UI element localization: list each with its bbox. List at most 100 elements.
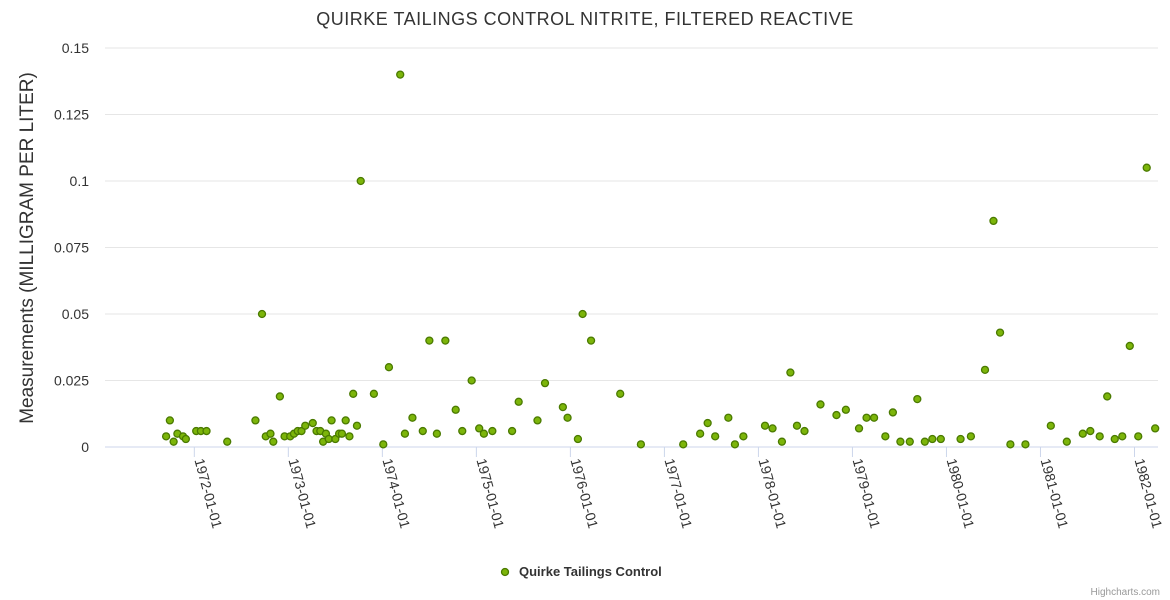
data-point[interactable] xyxy=(786,368,795,377)
data-point[interactable] xyxy=(854,424,864,433)
data-point[interactable] xyxy=(345,432,354,441)
data-point[interactable] xyxy=(301,421,310,430)
data-point[interactable] xyxy=(269,437,278,446)
data-point[interactable] xyxy=(616,389,625,398)
data-point[interactable] xyxy=(1021,440,1030,449)
data-point[interactable] xyxy=(488,426,497,436)
data-point[interactable] xyxy=(711,432,720,441)
data-point[interactable] xyxy=(703,418,712,428)
data-point[interactable] xyxy=(341,416,350,425)
legend-label[interactable]: Quirke Tailings Control xyxy=(519,564,662,579)
data-point[interactable] xyxy=(1078,429,1087,438)
data-point[interactable] xyxy=(1134,432,1143,441)
data-point[interactable] xyxy=(800,426,809,436)
data-point[interactable] xyxy=(507,426,517,436)
data-point[interactable] xyxy=(451,405,460,414)
data-point[interactable] xyxy=(695,429,705,438)
data-point[interactable] xyxy=(266,429,275,438)
data-point[interactable] xyxy=(956,434,965,444)
data-point[interactable] xyxy=(169,437,178,446)
data-point[interactable] xyxy=(730,440,740,449)
data-point[interactable] xyxy=(418,426,427,436)
data-point[interactable] xyxy=(679,440,688,449)
data-point[interactable] xyxy=(995,328,1005,337)
data-point[interactable] xyxy=(1118,432,1127,441)
x-tick-label: 1976-01-01 xyxy=(567,457,601,531)
data-point[interactable] xyxy=(1062,437,1071,446)
data-point[interactable] xyxy=(425,336,434,345)
data-point[interactable] xyxy=(768,424,777,433)
data-point[interactable] xyxy=(586,336,596,345)
data-point[interactable] xyxy=(356,176,365,186)
data-point[interactable] xyxy=(337,429,347,438)
credits-link[interactable]: Highcharts.com xyxy=(1091,587,1160,598)
data-point[interactable] xyxy=(275,392,285,401)
data-point[interactable] xyxy=(479,429,489,438)
data-point[interactable] xyxy=(1125,341,1134,351)
data-point[interactable] xyxy=(223,437,232,446)
data-point[interactable] xyxy=(816,400,825,409)
data-point[interactable] xyxy=(202,426,211,436)
data-point[interactable] xyxy=(777,437,787,446)
data-point[interactable] xyxy=(888,408,898,417)
data-point[interactable] xyxy=(913,394,922,404)
data-point[interactable] xyxy=(980,365,990,375)
data-point[interactable] xyxy=(841,405,851,414)
data-point[interactable] xyxy=(1046,421,1055,430)
data-point[interactable] xyxy=(352,421,362,430)
data-point[interactable] xyxy=(251,416,260,425)
data-point[interactable] xyxy=(327,416,336,425)
data-point[interactable] xyxy=(989,216,998,226)
data-point[interactable] xyxy=(467,376,476,385)
data-point[interactable] xyxy=(400,429,410,438)
data-point[interactable] xyxy=(724,413,733,422)
data-point[interactable] xyxy=(928,434,937,444)
data-point[interactable] xyxy=(540,379,550,388)
legend[interactable]: Quirke Tailings Control xyxy=(500,564,662,579)
data-point[interactable] xyxy=(349,389,358,398)
data-point[interactable] xyxy=(1006,440,1015,449)
data-point[interactable] xyxy=(558,402,568,412)
data-point[interactable] xyxy=(257,309,267,319)
data-point[interactable] xyxy=(792,421,802,430)
data-point[interactable] xyxy=(563,413,572,422)
data-point[interactable] xyxy=(862,413,871,422)
y-tick-label: 0.075 xyxy=(54,240,89,256)
data-point[interactable] xyxy=(739,432,748,441)
data-point[interactable] xyxy=(369,389,379,398)
data-point[interactable] xyxy=(1103,392,1112,401)
data-point[interactable] xyxy=(475,424,484,433)
data-point[interactable] xyxy=(1110,434,1119,444)
data-point[interactable] xyxy=(1095,432,1104,441)
data-point[interactable] xyxy=(1142,163,1151,172)
data-point[interactable] xyxy=(832,410,841,420)
data-point[interactable] xyxy=(881,432,890,441)
data-point[interactable] xyxy=(181,434,191,444)
data-point[interactable] xyxy=(578,309,587,319)
data-point[interactable] xyxy=(533,416,542,425)
data-point[interactable] xyxy=(161,432,171,441)
data-point[interactable] xyxy=(1086,426,1095,436)
legend-marker[interactable] xyxy=(500,567,510,577)
data-point[interactable] xyxy=(869,413,879,422)
data-point[interactable] xyxy=(760,421,770,430)
data-point[interactable] xyxy=(920,437,929,446)
data-point[interactable] xyxy=(396,70,405,79)
data-point[interactable] xyxy=(432,429,442,438)
data-point[interactable] xyxy=(165,416,175,425)
data-point[interactable] xyxy=(384,363,394,372)
data-point[interactable] xyxy=(936,434,945,444)
data-point[interactable] xyxy=(308,418,317,428)
x-tick-label: 1972-01-01 xyxy=(191,457,225,531)
data-point[interactable] xyxy=(905,437,914,446)
data-point[interactable] xyxy=(896,437,905,446)
data-point[interactable] xyxy=(458,426,467,436)
data-point[interactable] xyxy=(441,336,450,345)
data-point[interactable] xyxy=(573,434,583,444)
data-point[interactable] xyxy=(408,413,417,422)
data-point[interactable] xyxy=(1151,424,1160,433)
data-point[interactable] xyxy=(966,432,976,441)
data-point[interactable] xyxy=(379,440,388,449)
data-point[interactable] xyxy=(636,440,646,449)
data-point[interactable] xyxy=(514,397,523,406)
